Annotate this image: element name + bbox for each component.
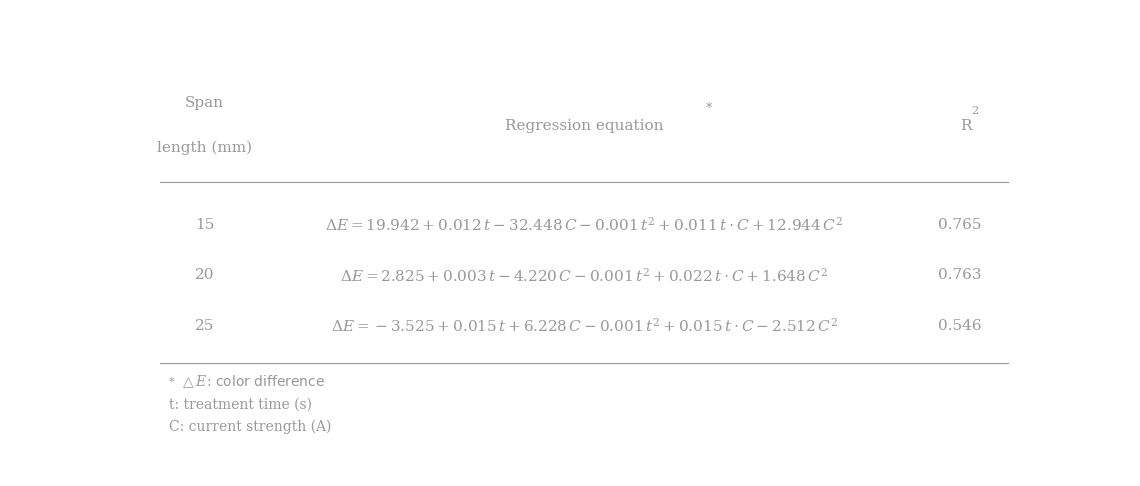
- Text: $\triangle E$: color difference: $\triangle E$: color difference: [180, 374, 325, 390]
- Text: t: treatment time (s): t: treatment time (s): [169, 398, 312, 412]
- Text: *: *: [706, 103, 712, 115]
- Text: 15: 15: [195, 218, 214, 232]
- Text: $\Delta E = -3.525 + 0.015\,t + 6.228\,C - 0.001\,t^{2} + 0.015\,t \cdot C - 2.5: $\Delta E = -3.525 + 0.015\,t + 6.228\,C…: [331, 317, 838, 335]
- Text: Span: Span: [185, 96, 223, 110]
- Text: R: R: [960, 119, 971, 133]
- Text: 0.546: 0.546: [938, 319, 982, 333]
- Text: 2: 2: [971, 106, 978, 116]
- Text: 0.765: 0.765: [938, 218, 982, 232]
- Text: $\Delta E = 2.825 + 0.003\,t - 4.220\,C - 0.001\,t^{2} + 0.022\,t \cdot C + 1.64: $\Delta E = 2.825 + 0.003\,t - 4.220\,C …: [340, 266, 829, 284]
- Text: 0.763: 0.763: [938, 268, 982, 282]
- Text: *: *: [169, 377, 174, 387]
- Text: length (mm): length (mm): [157, 141, 252, 156]
- Text: 20: 20: [195, 268, 214, 282]
- Text: Regression equation: Regression equation: [505, 119, 663, 133]
- Text: C: current strength (A): C: current strength (A): [169, 420, 332, 434]
- Text: $\Delta E = 19.942 + 0.012\,t - 32.448\,C - 0.001\,t^{2} + 0.011\,t \cdot C + 12: $\Delta E = 19.942 + 0.012\,t - 32.448\,…: [325, 216, 844, 234]
- Text: 25: 25: [195, 319, 214, 333]
